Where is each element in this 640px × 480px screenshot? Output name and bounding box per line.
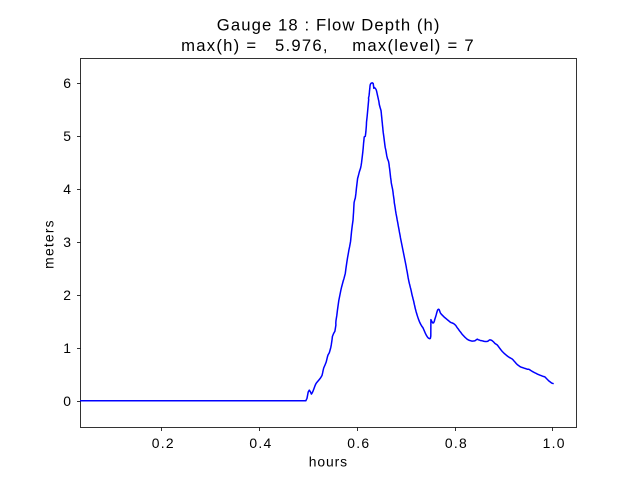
svg-text:Gauge 18 : Flow Depth (h): Gauge 18 : Flow Depth (h) [217,15,441,34]
svg-text:1: 1 [63,340,71,356]
svg-text:0: 0 [63,393,71,409]
svg-text:max(h) = 5.976, max(level: max(h) = 5.976, max(level) = 7 [181,36,475,55]
svg-text:0.6: 0.6 [347,435,370,451]
svg-text:2: 2 [63,287,71,303]
svg-text:0.8: 0.8 [445,435,468,451]
svg-text:3: 3 [63,234,71,250]
svg-text:1.0: 1.0 [543,435,566,451]
svg-text:4: 4 [63,181,71,197]
svg-text:hours: hours [309,454,348,470]
svg-text:meters: meters [41,219,57,269]
svg-text:6: 6 [63,75,71,91]
svg-text:0.2: 0.2 [152,435,175,451]
svg-text:5: 5 [63,128,71,144]
svg-text:0.4: 0.4 [249,435,272,451]
